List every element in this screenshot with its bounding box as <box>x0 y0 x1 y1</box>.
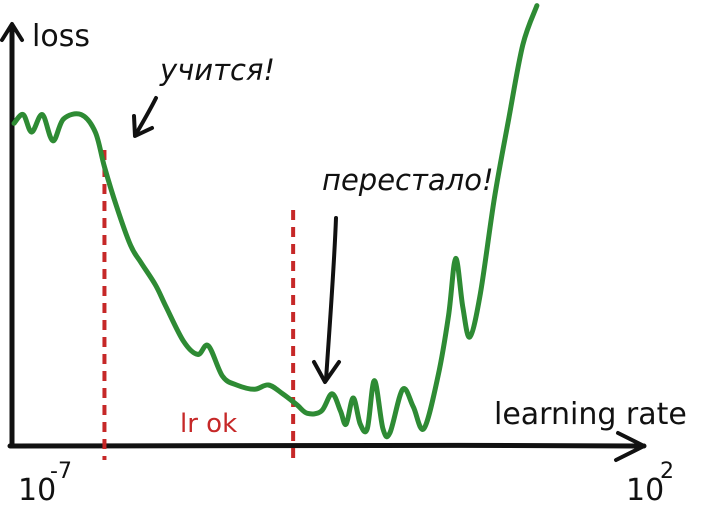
annotation-stopped-arrowhead <box>312 360 341 384</box>
annotation-stopped: перестало! <box>322 163 494 197</box>
axes <box>0 22 647 462</box>
annotation-learning: учится! <box>159 53 275 87</box>
lr-ok-label: lr ok <box>180 409 237 439</box>
y-axis-label: loss <box>32 19 90 54</box>
x-tick-min-exponent: -7 <box>50 459 72 484</box>
annotation-stopped-arrow <box>324 216 338 382</box>
annotation-learning-arrow <box>134 96 158 136</box>
x-tick-max-exponent: 2 <box>660 459 674 484</box>
x-tick-min: 10 -7 <box>18 459 72 508</box>
loss-curve <box>11 3 540 440</box>
annotation-learning-arrowhead <box>132 114 154 138</box>
x-tick-max: 10 2 <box>626 459 674 508</box>
threshold-lines <box>102 150 296 460</box>
x-axis-arrowhead <box>614 431 646 462</box>
x-axis-line <box>7 442 647 449</box>
x-tick-min-base: 10 <box>18 473 56 508</box>
x-axis-label: learning rate <box>494 397 687 432</box>
x-tick-max-base: 10 <box>626 473 664 508</box>
y-axis-arrowhead <box>0 22 24 42</box>
